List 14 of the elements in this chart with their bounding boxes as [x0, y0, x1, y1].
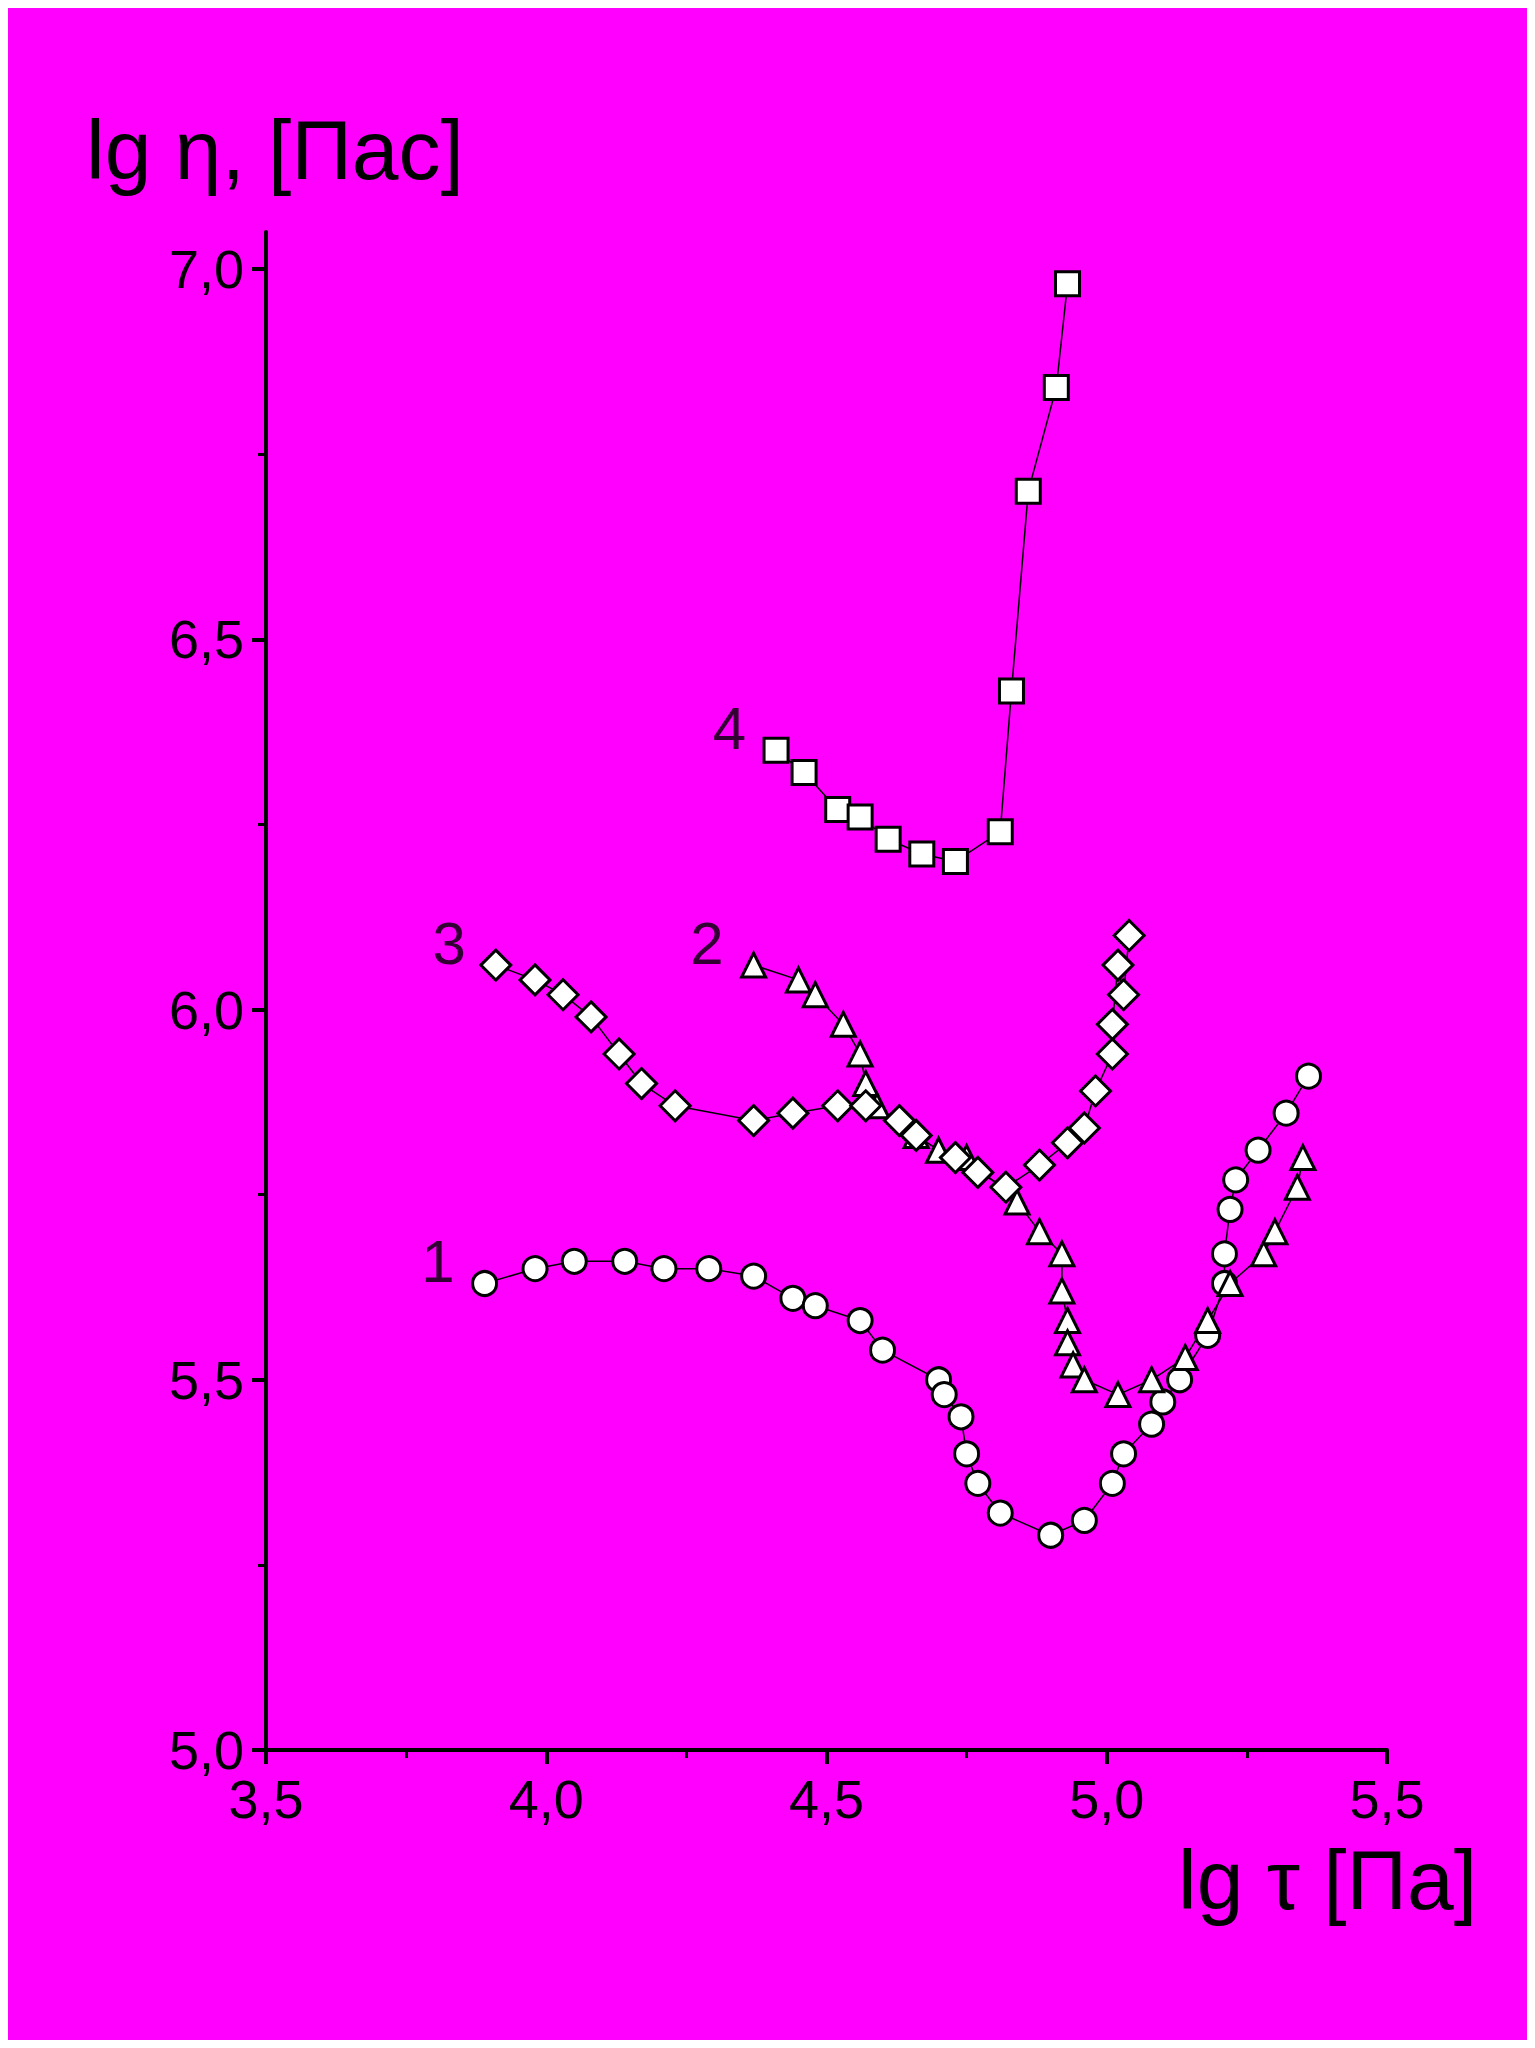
y-axis-title: lg η, [Пас] — [86, 103, 464, 197]
x-tick-label: 4,0 — [508, 1769, 584, 1829]
y-tick-label: 7,0 — [168, 239, 244, 300]
series-label: 3 — [432, 909, 466, 977]
series-label: 1 — [421, 1227, 455, 1295]
series-label: 2 — [690, 909, 724, 977]
series-label: 4 — [712, 694, 747, 762]
y-tick-label: 6,5 — [168, 609, 244, 670]
y-tick-label: 6,0 — [168, 979, 244, 1040]
x-tick-label: 5,0 — [1069, 1769, 1145, 1829]
x-tick-label: 4,5 — [788, 1769, 865, 1829]
x-tick-label: 5,5 — [1349, 1769, 1425, 1829]
y-tick-label: 5,5 — [168, 1349, 244, 1410]
x-axis-title: lg τ [Па] — [1178, 1833, 1478, 1927]
